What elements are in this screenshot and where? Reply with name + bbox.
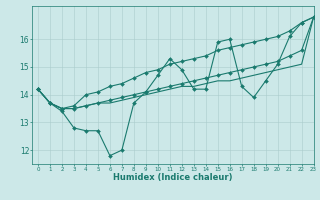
- X-axis label: Humidex (Indice chaleur): Humidex (Indice chaleur): [113, 173, 233, 182]
